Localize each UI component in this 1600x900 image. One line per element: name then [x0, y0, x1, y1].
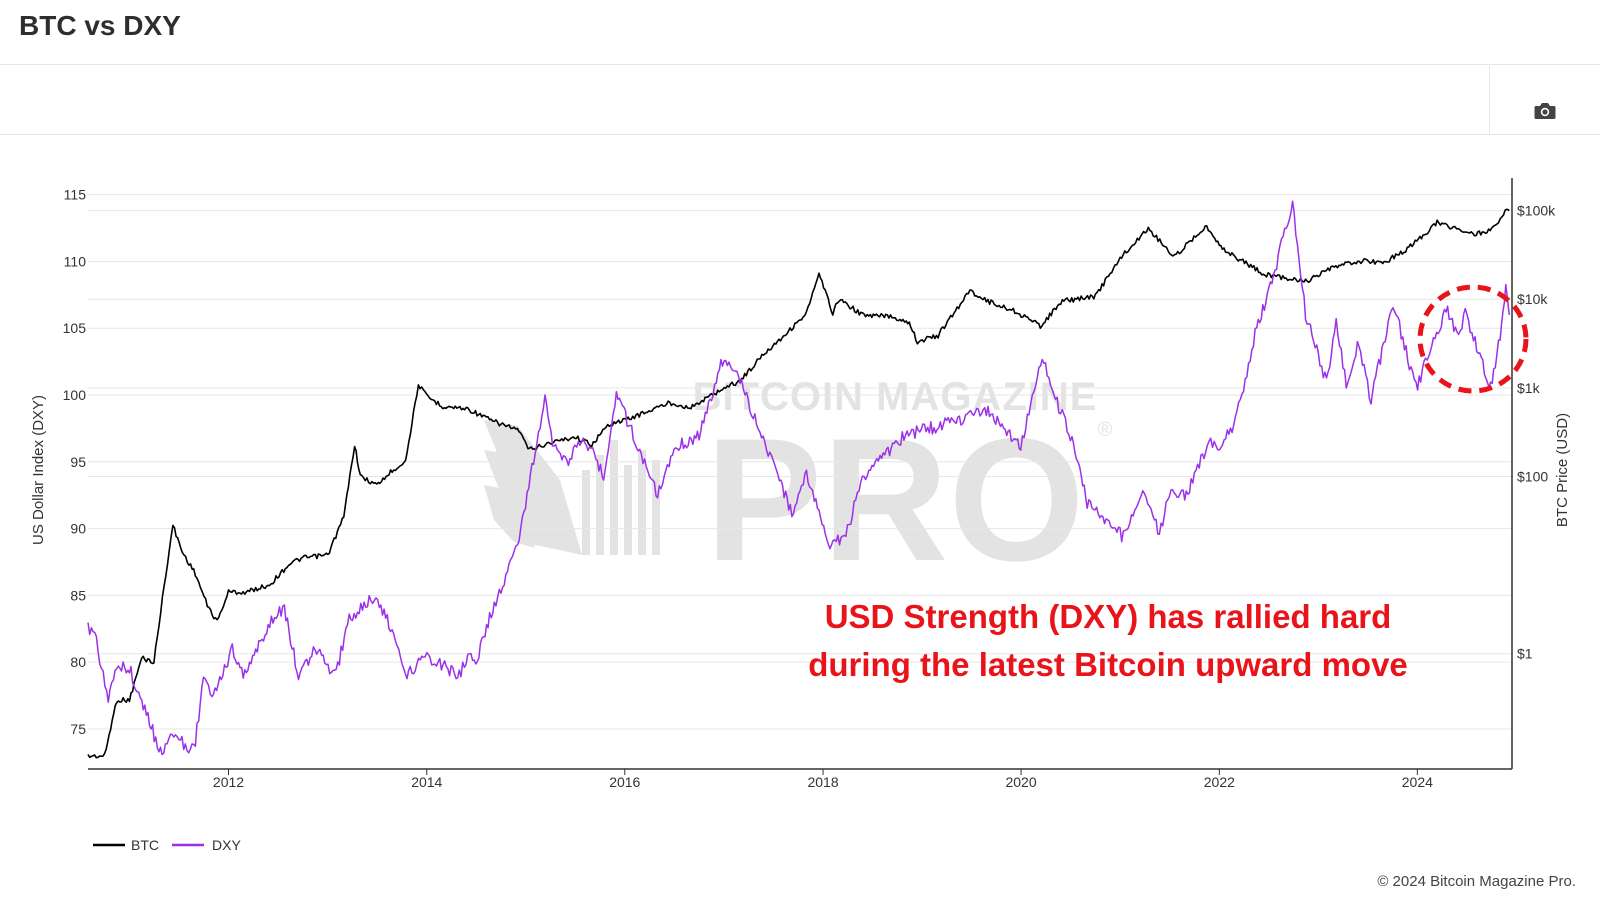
y-right-tick-label: $1k [1517, 380, 1541, 396]
y-left-tick-label: 85 [70, 587, 86, 603]
y-left-tick-label: 80 [70, 654, 86, 670]
annotation-line1: USD Strength (DXY) has rallied hard [825, 598, 1392, 635]
y-left-tick-label: 90 [70, 521, 86, 537]
series-line-btc [87, 208, 1510, 759]
x-tick-label: 2020 [1005, 774, 1036, 790]
highlight-circle [1417, 284, 1529, 394]
y-left-tick-label: 110 [64, 253, 87, 269]
y-left-tick-label: 115 [64, 187, 87, 203]
y-left-tick-label: 75 [70, 721, 86, 737]
x-tick-label: 2024 [1402, 774, 1433, 790]
legend-label-btc: BTC [131, 837, 159, 853]
series-line-dxy [87, 200, 1511, 756]
y-left-tick-label: 100 [63, 387, 87, 403]
annotation-line2: during the latest Bitcoin upward move [808, 646, 1408, 683]
y-left-axis-title: US Dollar Index (DXY) [30, 395, 47, 545]
copyright: © 2024 Bitcoin Magazine Pro. [1377, 873, 1576, 890]
legend-label-dxy: DXY [212, 837, 241, 853]
x-tick-label: 2018 [807, 774, 838, 790]
y-right-axis-title: BTC Price (USD) [1554, 413, 1571, 527]
axes: 75 80 85 90 95 100 105 110 115 $1 $100 $1k $10k $100k… [63, 178, 1556, 790]
header-divider [0, 64, 1600, 65]
watermark-logo-bars [484, 420, 660, 555]
x-tick-label: 2014 [411, 774, 442, 790]
legend-item-dxy[interactable]: DXY [172, 837, 241, 853]
series [87, 200, 1511, 759]
camera-icon [1534, 103, 1556, 119]
x-tick-label: 2022 [1204, 774, 1235, 790]
x-tick-label: 2012 [213, 774, 244, 790]
page-title: BTC vs DXY [19, 10, 181, 41]
toolbar-divider [1489, 66, 1490, 134]
y-right-tick-label: $100 [1517, 468, 1548, 484]
legend: BTC DXY [93, 837, 241, 853]
watermark: BITCOIN MAGAZINE PRO ® [484, 375, 1113, 598]
y-left-tick-label: 105 [63, 320, 87, 336]
legend-item-btc[interactable]: BTC [93, 837, 159, 853]
y-right-tick-label: $1 [1517, 646, 1533, 662]
y-left-tick-label: 95 [70, 454, 86, 470]
y-right-tick-label: $10k [1517, 291, 1548, 307]
y-right-tick-label: $100k [1517, 203, 1556, 219]
download-image-button[interactable] [1527, 97, 1563, 125]
x-tick-label: 2016 [609, 774, 640, 790]
toolbar-bottom-divider [0, 134, 1600, 135]
watermark-registered: ® [1098, 419, 1113, 441]
watermark-main-text: PRO [705, 403, 1084, 598]
